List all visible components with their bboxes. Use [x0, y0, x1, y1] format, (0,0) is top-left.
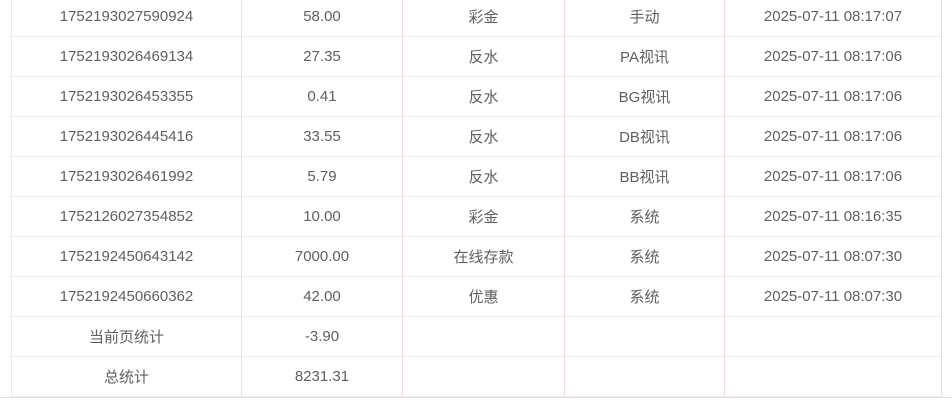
cell-id: 1752193026445416 [12, 117, 242, 156]
cell-amount: 42.00 [242, 277, 403, 316]
table-row: 1752192450660362 42.00 优惠 系统 2025-07-11 08:0… [12, 277, 941, 317]
cell-amount: 7000.00 [242, 237, 403, 276]
cell-time: 2025-07-11 08:17:07 [763, 8, 903, 25]
cell-time: 2025-07-11 08:17:06 [763, 168, 903, 185]
cell-time: 2025-07-11 08:07:30 [763, 248, 903, 265]
cell-time: 2025-07-11 08:07:30 [763, 288, 903, 305]
cell-amount: -3.90 [242, 317, 403, 356]
cell-time: 2025-07-11 08:17:06 [763, 88, 903, 105]
cell-amount: 10.00 [242, 197, 403, 236]
cell-source: BB视讯 [565, 157, 725, 196]
cell-source [565, 317, 725, 356]
cell-source: 系统 [565, 237, 725, 276]
table-row: 1752193026469134 27.35 反水 PA视讯 2025-07-11 08… [12, 37, 941, 77]
cell-time [725, 317, 941, 356]
cell-source: BG视讯 [565, 77, 725, 116]
cell-time: 2025-07-11 08:16:35 [763, 208, 903, 225]
cell-time: 2025-07-11 08:17:06 [763, 48, 903, 65]
cell-source: 系统 [565, 277, 725, 316]
cell-id: 1752193026461992 [12, 157, 242, 196]
table-row: 1752193026453355 0.41 反水 BG视讯 2025-07-11 08:… [12, 77, 941, 117]
cell-id: 1752126027354852 [12, 197, 242, 236]
cell-id: 1752193026453355 [12, 77, 242, 116]
cell-amount: 8231.31 [242, 357, 403, 396]
table-row: 1752193027590924 58.00 彩金 手动 2025-07-11 08:1… [12, 0, 941, 37]
cell-type [403, 357, 565, 396]
cell-amount: 33.55 [242, 117, 403, 156]
cell-type: 反水 [403, 37, 565, 76]
cell-amount: 58.00 [242, 0, 403, 36]
cell-amount: 5.79 [242, 157, 403, 196]
table-row: 1752193026461992 5.79 反水 BB视讯 2025-07-11 08:… [12, 157, 941, 197]
cell-type: 优惠 [403, 277, 565, 316]
summary-row: 总统计 8231.31 [12, 357, 941, 397]
cell-id: 1752193026469134 [12, 37, 242, 76]
cell-amount: 0.41 [242, 77, 403, 116]
cell-id: 1752193027590924 [12, 0, 242, 36]
cell-type: 彩金 [403, 197, 565, 236]
cell-id: 当前页统计 [12, 317, 242, 356]
cell-source: 系统 [565, 197, 725, 236]
cell-source: 手动 [565, 0, 725, 36]
cell-amount: 27.35 [242, 37, 403, 76]
table-row: 1752193026445416 33.55 反水 DB视讯 2025-07-11 08… [12, 117, 941, 157]
cell-type: 彩金 [403, 0, 565, 36]
cell-id: 总统计 [12, 357, 242, 396]
summary-row: 当前页统计 -3.90 [12, 317, 941, 357]
cell-type: 反水 [403, 77, 565, 116]
cell-type: 在线存款 [403, 237, 565, 276]
cell-type [403, 317, 565, 356]
cell-source: PA视讯 [565, 37, 725, 76]
cell-type: 反水 [403, 117, 565, 156]
panel-bottom-border [0, 397, 952, 398]
transactions-table: 1752193027590924 58.00 彩金 手动 2025-07-11 08:1… [11, 0, 942, 397]
cell-id: 1752192450660362 [12, 277, 242, 316]
table-row: 1752192450643142 7000.00 在线存款 系统 2025-07-11 … [12, 237, 941, 277]
cell-source [565, 357, 725, 396]
cell-time [725, 357, 941, 396]
cell-source: DB视讯 [565, 117, 725, 156]
table-row: 1752126027354852 10.00 彩金 系统 2025-07-11 08:1… [12, 197, 941, 237]
cell-type: 反水 [403, 157, 565, 196]
cell-time: 2025-07-11 08:17:06 [763, 128, 903, 145]
cell-id: 1752192450643142 [12, 237, 242, 276]
